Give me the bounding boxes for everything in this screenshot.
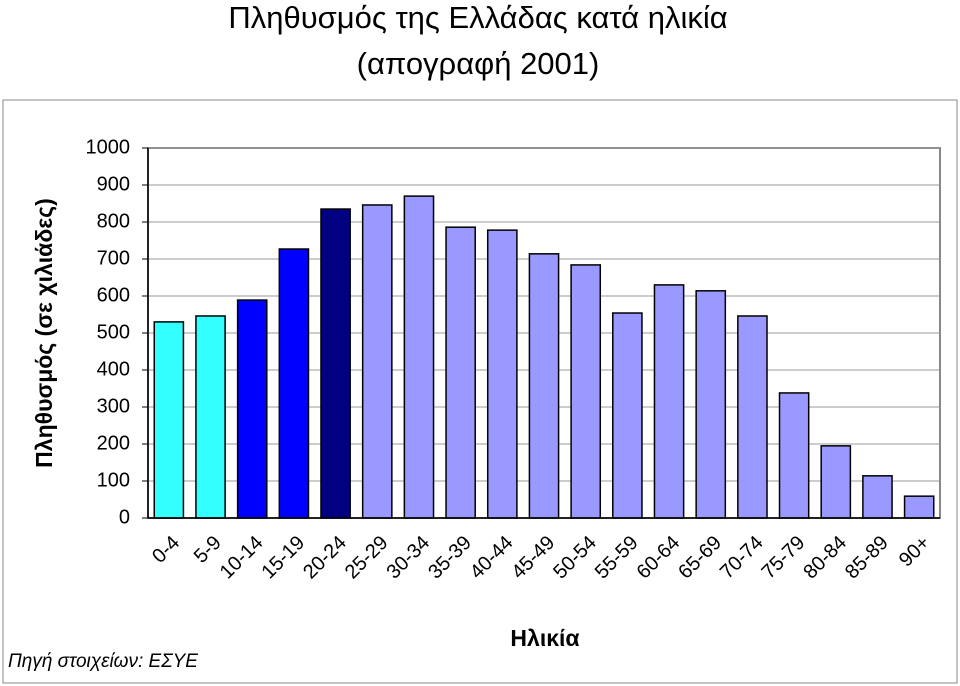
y-axis-label: Πληθυσμός (σε χιλιάδες) — [31, 198, 57, 468]
y-tick-label: 600 — [97, 284, 130, 306]
x-axis-label: Ηλικία — [510, 625, 579, 651]
bar — [486, 229, 518, 519]
y-tick-label: 100 — [97, 469, 130, 491]
y-tick-label: 700 — [97, 247, 130, 269]
bar — [695, 290, 727, 519]
bar — [570, 264, 602, 519]
bar — [403, 195, 435, 519]
bar — [195, 315, 226, 519]
y-tick-label: 0 — [119, 506, 130, 528]
bar — [862, 475, 893, 519]
bar — [612, 312, 643, 519]
bar — [361, 204, 393, 519]
source-note: Πηγή στοιχείων: ΕΣΥΕ — [8, 651, 198, 672]
bar — [653, 284, 685, 519]
y-tick-label: 200 — [97, 432, 130, 454]
y-tick-label: 800 — [97, 210, 130, 232]
y-tick-label: 400 — [97, 358, 130, 380]
bar — [820, 445, 852, 519]
y-tick-label: 900 — [97, 173, 130, 195]
bar — [236, 299, 268, 519]
bar — [445, 226, 476, 519]
y-tick-label: 1000 — [86, 136, 131, 158]
bar — [737, 315, 768, 519]
chart-title: Πληθυσμός της Ελλάδας κατά ηλικία — [228, 0, 727, 35]
bar — [278, 248, 310, 519]
bar — [320, 208, 351, 519]
y-tick-label: 500 — [97, 321, 130, 343]
chart-title: (απογραφή 2001) — [357, 46, 600, 81]
bar — [153, 321, 185, 519]
bar — [778, 392, 810, 519]
bar — [528, 253, 560, 519]
y-tick-label: 300 — [97, 395, 130, 417]
bar — [903, 495, 935, 519]
